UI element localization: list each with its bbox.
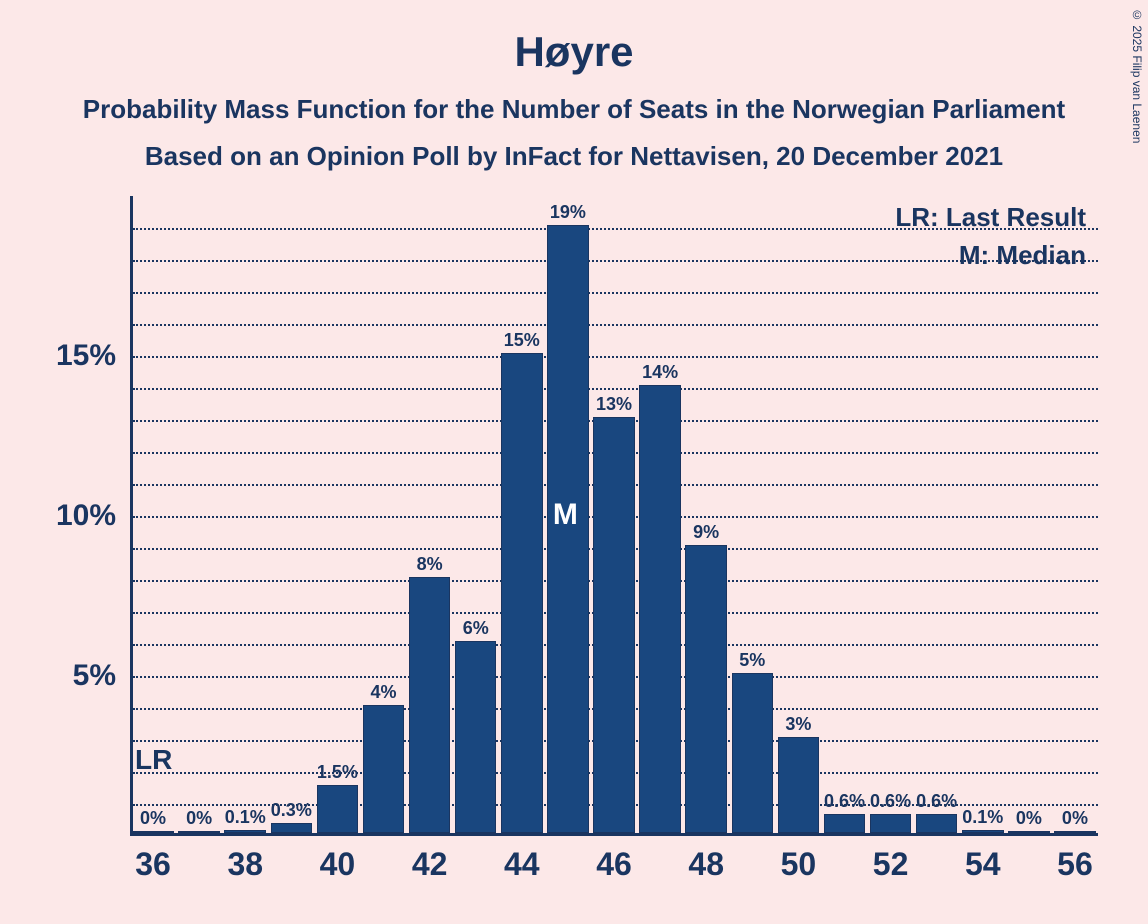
- bar-value-label: 0%: [1016, 808, 1042, 832]
- bar-value-label: 3%: [785, 714, 811, 738]
- bar-value-label: 0.1%: [225, 807, 266, 831]
- bar: 0.6%: [824, 814, 865, 833]
- bar: 0.6%: [916, 814, 957, 833]
- bar: 3%: [778, 737, 819, 833]
- legend-median: M: Median: [959, 240, 1086, 271]
- grid-line: [133, 292, 1098, 294]
- bar-value-label: 19%: [550, 202, 586, 226]
- chart-subtitle-1: Probability Mass Function for the Number…: [0, 76, 1148, 125]
- x-axis-label: 44: [504, 836, 540, 883]
- chart-subtitle-2: Based on an Opinion Poll by InFact for N…: [0, 125, 1148, 172]
- bar: 8%: [409, 577, 450, 833]
- chart-title: Høyre: [0, 0, 1148, 76]
- bar: 15%: [501, 353, 542, 833]
- x-axis-label: 52: [873, 836, 909, 883]
- x-axis-label: 50: [781, 836, 817, 883]
- x-axis-label: 48: [688, 836, 724, 883]
- copyright-text: © 2025 Filip van Laenen: [1130, 8, 1144, 143]
- bar-value-label: 9%: [693, 522, 719, 546]
- bar: 4%: [363, 705, 404, 833]
- y-axis-label: 10%: [56, 499, 130, 533]
- bar-value-label: 15%: [504, 330, 540, 354]
- grid-line: [133, 356, 1098, 358]
- bar-value-label: 0%: [1062, 808, 1088, 832]
- bar-value-label: 0%: [186, 808, 212, 832]
- x-axis-label: 36: [135, 836, 171, 883]
- bar: 0.6%: [870, 814, 911, 833]
- bar: 5%: [732, 673, 773, 833]
- median-marker: M: [553, 498, 578, 532]
- bar: 6%: [455, 641, 496, 833]
- bar: 0.1%: [962, 830, 1003, 833]
- x-axis-label: 38: [227, 836, 263, 883]
- last-result-marker: LR: [135, 744, 172, 776]
- bar-value-label: 0%: [140, 808, 166, 832]
- bar: 0%: [178, 831, 219, 833]
- bar: 14%: [639, 385, 680, 833]
- bar-value-label: 0.1%: [962, 807, 1003, 831]
- bar-value-label: 13%: [596, 394, 632, 418]
- bar: 0.1%: [224, 830, 265, 833]
- bar: 0.3%: [271, 823, 312, 833]
- bar: 0%: [1008, 831, 1049, 833]
- bar-value-label: 0.3%: [271, 800, 312, 824]
- grid-line: [133, 388, 1098, 390]
- bar-value-label: 6%: [463, 618, 489, 642]
- bar: 9%: [685, 545, 726, 833]
- chart-plot-area: LR: Last Result M: Median 5%10%15%363840…: [130, 196, 1098, 836]
- bar-value-label: 1.5%: [317, 762, 358, 786]
- bar-value-label: 0.6%: [870, 791, 911, 815]
- bar-value-label: 8%: [417, 554, 443, 578]
- y-axis-label: 5%: [73, 659, 130, 693]
- bar: 0%: [1054, 831, 1095, 833]
- bar-value-label: 5%: [739, 650, 765, 674]
- bar: 1.5%: [317, 785, 358, 833]
- grid-line: [133, 260, 1098, 262]
- bar: 0%: [132, 831, 173, 833]
- grid-line: [133, 324, 1098, 326]
- x-axis-label: 46: [596, 836, 632, 883]
- bar: 13%: [593, 417, 634, 833]
- x-axis-label: 56: [1057, 836, 1093, 883]
- bar-value-label: 4%: [370, 682, 396, 706]
- bar-value-label: 0.6%: [916, 791, 957, 815]
- y-axis-label: 15%: [56, 339, 130, 373]
- x-axis-label: 54: [965, 836, 1001, 883]
- grid-line: [133, 228, 1098, 230]
- bar-value-label: 14%: [642, 362, 678, 386]
- x-axis-label: 42: [412, 836, 448, 883]
- bar-value-label: 0.6%: [824, 791, 865, 815]
- x-axis-label: 40: [320, 836, 356, 883]
